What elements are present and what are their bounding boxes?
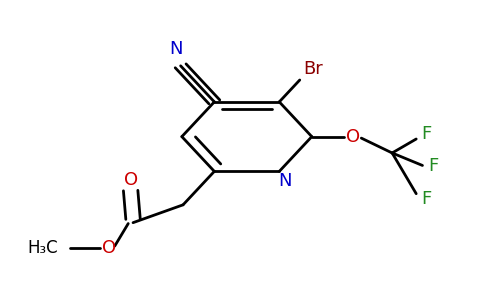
Text: O: O xyxy=(346,128,360,146)
Text: O: O xyxy=(123,171,137,189)
Text: O: O xyxy=(102,239,116,257)
Text: F: F xyxy=(428,157,438,175)
Text: F: F xyxy=(422,125,432,143)
Text: H₃C: H₃C xyxy=(28,239,59,257)
Text: F: F xyxy=(422,190,432,208)
Text: Br: Br xyxy=(303,60,323,78)
Text: N: N xyxy=(278,172,292,190)
Text: N: N xyxy=(169,40,183,58)
